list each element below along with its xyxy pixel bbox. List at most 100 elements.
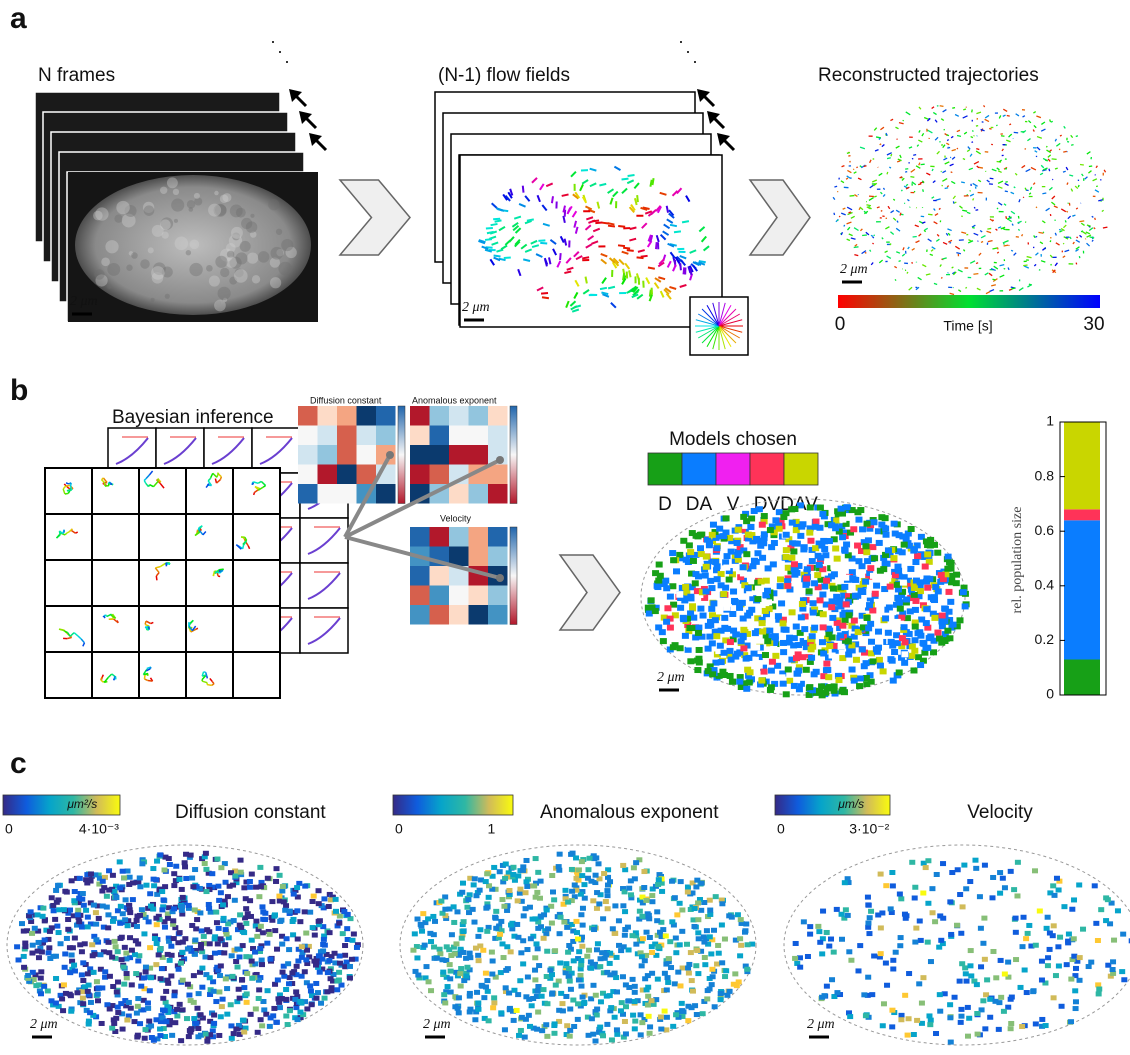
map-pixel: [726, 913, 732, 918]
trajectory: [834, 186, 837, 187]
model-pixel: [706, 539, 713, 545]
trajectory: [1007, 116, 1010, 117]
map-pixel: [609, 1037, 615, 1042]
map-pixel: [1020, 944, 1026, 949]
map-pixel: [258, 1017, 264, 1022]
map-pixel: [552, 948, 558, 953]
model-pixel: [941, 605, 948, 611]
map-pixel: [1026, 923, 1032, 928]
traj-cell: [233, 560, 280, 606]
map-pixel: [913, 926, 919, 931]
texture: [105, 240, 118, 253]
flow-vector: [560, 253, 561, 260]
trajectory: [972, 225, 975, 227]
map-pixel: [1119, 969, 1125, 974]
map-pixel: [97, 952, 103, 957]
map-pixel: [137, 884, 143, 889]
population-chart: 00.20.40.60.81rel. population size: [1010, 413, 1106, 702]
map-pixel: [563, 888, 569, 893]
map-pixel: [938, 938, 944, 943]
model-pixel: [738, 638, 745, 644]
map-pixel: [220, 997, 226, 1002]
flow-vector: [608, 226, 615, 227]
trajectory: [1065, 250, 1070, 251]
map-pixel: [231, 918, 237, 923]
map-pixel: [1103, 918, 1109, 923]
map-pixel: [419, 929, 425, 934]
map-pixel: [965, 1005, 971, 1010]
trajectory: [979, 167, 983, 168]
map-pixel: [553, 983, 559, 988]
map-pixel: [695, 930, 701, 935]
model-pixel: [816, 562, 823, 568]
trajectory: [909, 287, 912, 290]
model-pixel: [868, 639, 875, 645]
map-pixel: [708, 951, 714, 956]
map-pixel: [166, 856, 172, 861]
map-pixel: [646, 1014, 652, 1019]
map-pixel: [591, 927, 597, 932]
map-pixel: [261, 1007, 267, 1012]
map-pixel: [279, 942, 285, 947]
map-pixel: [1024, 990, 1030, 995]
trajectory: [1056, 143, 1060, 146]
map-pixel: [211, 1021, 217, 1026]
trajectory: [854, 172, 857, 174]
map-pixel: [641, 869, 647, 874]
map-pixel: [607, 879, 613, 884]
map-pixel: [153, 916, 159, 921]
trajectory: [872, 243, 873, 244]
map-pixel: [912, 895, 918, 900]
trajectory: [903, 247, 904, 250]
trajectory: [893, 199, 894, 200]
trajectory: [864, 166, 867, 167]
map-pixel: [958, 1014, 964, 1019]
map-pixel: [614, 955, 620, 960]
trajectory: [854, 195, 857, 197]
model-pixel: [800, 654, 807, 660]
trajectory: [989, 273, 992, 275]
map-pixel: [694, 1012, 700, 1017]
trajectory: [932, 107, 934, 109]
model-pixel: [772, 653, 779, 659]
legend-label: D: [658, 494, 672, 515]
model-pixel: [888, 639, 895, 645]
map-pixel: [321, 896, 327, 901]
map-pixel: [695, 971, 701, 976]
traj-segment: [204, 672, 206, 673]
map-pixel: [1052, 893, 1058, 898]
flow-vector: [650, 180, 651, 187]
map-pixel: [1071, 897, 1077, 902]
map-pixel: [285, 961, 291, 966]
map-pixel: [664, 1015, 670, 1020]
map-pixel: [483, 879, 489, 884]
trajectory: [1003, 242, 1004, 245]
map-pixel: [643, 898, 649, 903]
map-pixel: [702, 955, 708, 960]
map-pixel: [672, 895, 678, 900]
trajectory: [973, 198, 974, 200]
map-pixel: [141, 931, 147, 936]
texture: [278, 262, 292, 276]
trajectory: [894, 266, 896, 267]
map-pixel: [539, 994, 545, 999]
map-pixel: [984, 977, 990, 982]
model-pixel: [950, 622, 957, 628]
trajectory: [1041, 261, 1045, 262]
map-pixel: [107, 974, 113, 979]
map-pixel: [237, 996, 243, 1001]
map-pixel: [77, 876, 83, 881]
map-pixel: [1051, 923, 1057, 928]
map-pixel: [665, 980, 671, 985]
map-pixel: [191, 1016, 197, 1021]
flow-vector: [485, 239, 492, 240]
scale-bar-label: 2 μm: [807, 1017, 835, 1032]
trajectory: [1072, 215, 1075, 216]
trajectory: [1027, 257, 1032, 258]
map-pixel: [620, 974, 626, 979]
trajectory: [974, 233, 979, 235]
map-pixel: [472, 876, 478, 881]
map-pixel: [1056, 963, 1062, 968]
fit-cell: [300, 563, 348, 608]
map-pixel: [897, 892, 903, 897]
